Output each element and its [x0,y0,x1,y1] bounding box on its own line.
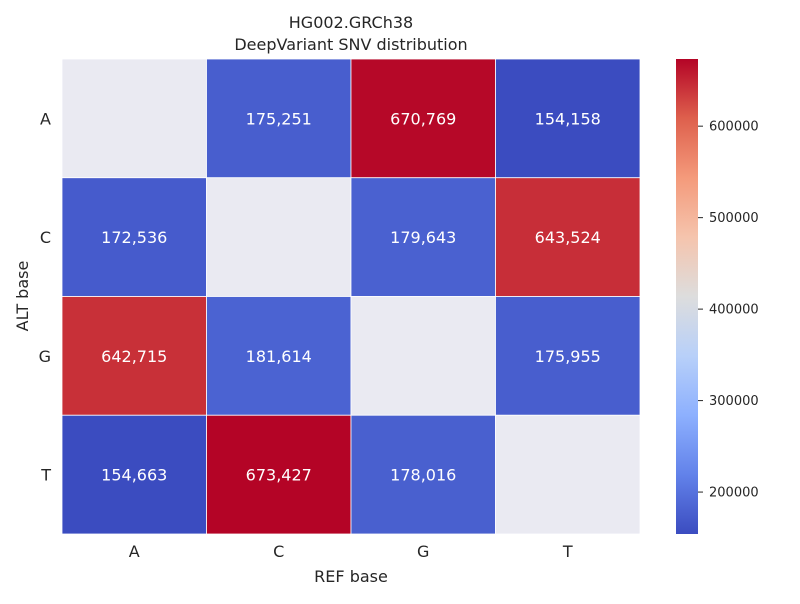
colorbar-ticks: 200000 300000 400000 500000 600000 [698,120,759,501]
chart-subtitle: DeepVariant SNV distribution [234,35,467,54]
colorbar-tick-label: 300000 [709,394,759,409]
cell-value-label: 178,016 [390,466,456,485]
colorbar-tick-label: 600000 [709,120,759,135]
y-tick-label: G [39,347,51,366]
cell-value-label: 175,955 [535,347,601,366]
heatmap-cell [350,414,496,535]
x-tick-label: A [129,542,140,561]
heatmap-cell [206,58,352,179]
heatmap-cell [206,177,352,297]
x-tick-label: T [562,542,573,561]
heatmap-cell [350,58,496,179]
cell-value-label: 670,769 [390,109,456,128]
heatmap-cell [350,296,496,416]
y-tick-label: A [40,109,51,128]
cell-value-label: 642,715 [101,347,167,366]
heatmap-cell [495,177,641,297]
y-tick-label: T [40,466,51,485]
chart-title: HG002.GRCh38 [289,13,413,32]
heatmap-cell [350,177,496,297]
x-tick-label: G [417,542,429,561]
heatmap-cell [61,177,207,297]
cell-value-label: 154,663 [101,466,167,485]
heatmap-cell [61,296,207,416]
heatmap-cell [495,414,641,535]
x-tick-label: C [273,542,284,561]
cell-value-label: 643,524 [535,228,601,247]
cell-value-label: 154,158 [535,109,601,128]
colorbar-tick-label: 400000 [709,303,759,318]
x-axis-label: REF base [314,567,388,586]
y-tick-label: C [40,228,51,247]
y-axis-label: ALT base [13,261,32,332]
cell-value-label: 181,614 [246,347,312,366]
cell-value-label: 673,427 [246,466,312,485]
heatmap-cell [61,58,207,179]
y-tick-labels: A C G T [39,109,52,484]
colorbar [676,59,698,534]
heatmap-cell [61,414,207,535]
cell-value-label: 172,536 [101,228,167,247]
heatmap-cell [495,58,641,179]
cell-value-label: 179,643 [390,228,456,247]
colorbar-tick-label: 500000 [709,211,759,226]
colorbar-tick-label: 200000 [709,486,759,501]
heatmap-cells: 175,251 670,769 154,158 172,536 179,643 643,5… [61,58,641,535]
heatmap-cell [206,296,352,416]
cell-value-label: 175,251 [246,109,312,128]
